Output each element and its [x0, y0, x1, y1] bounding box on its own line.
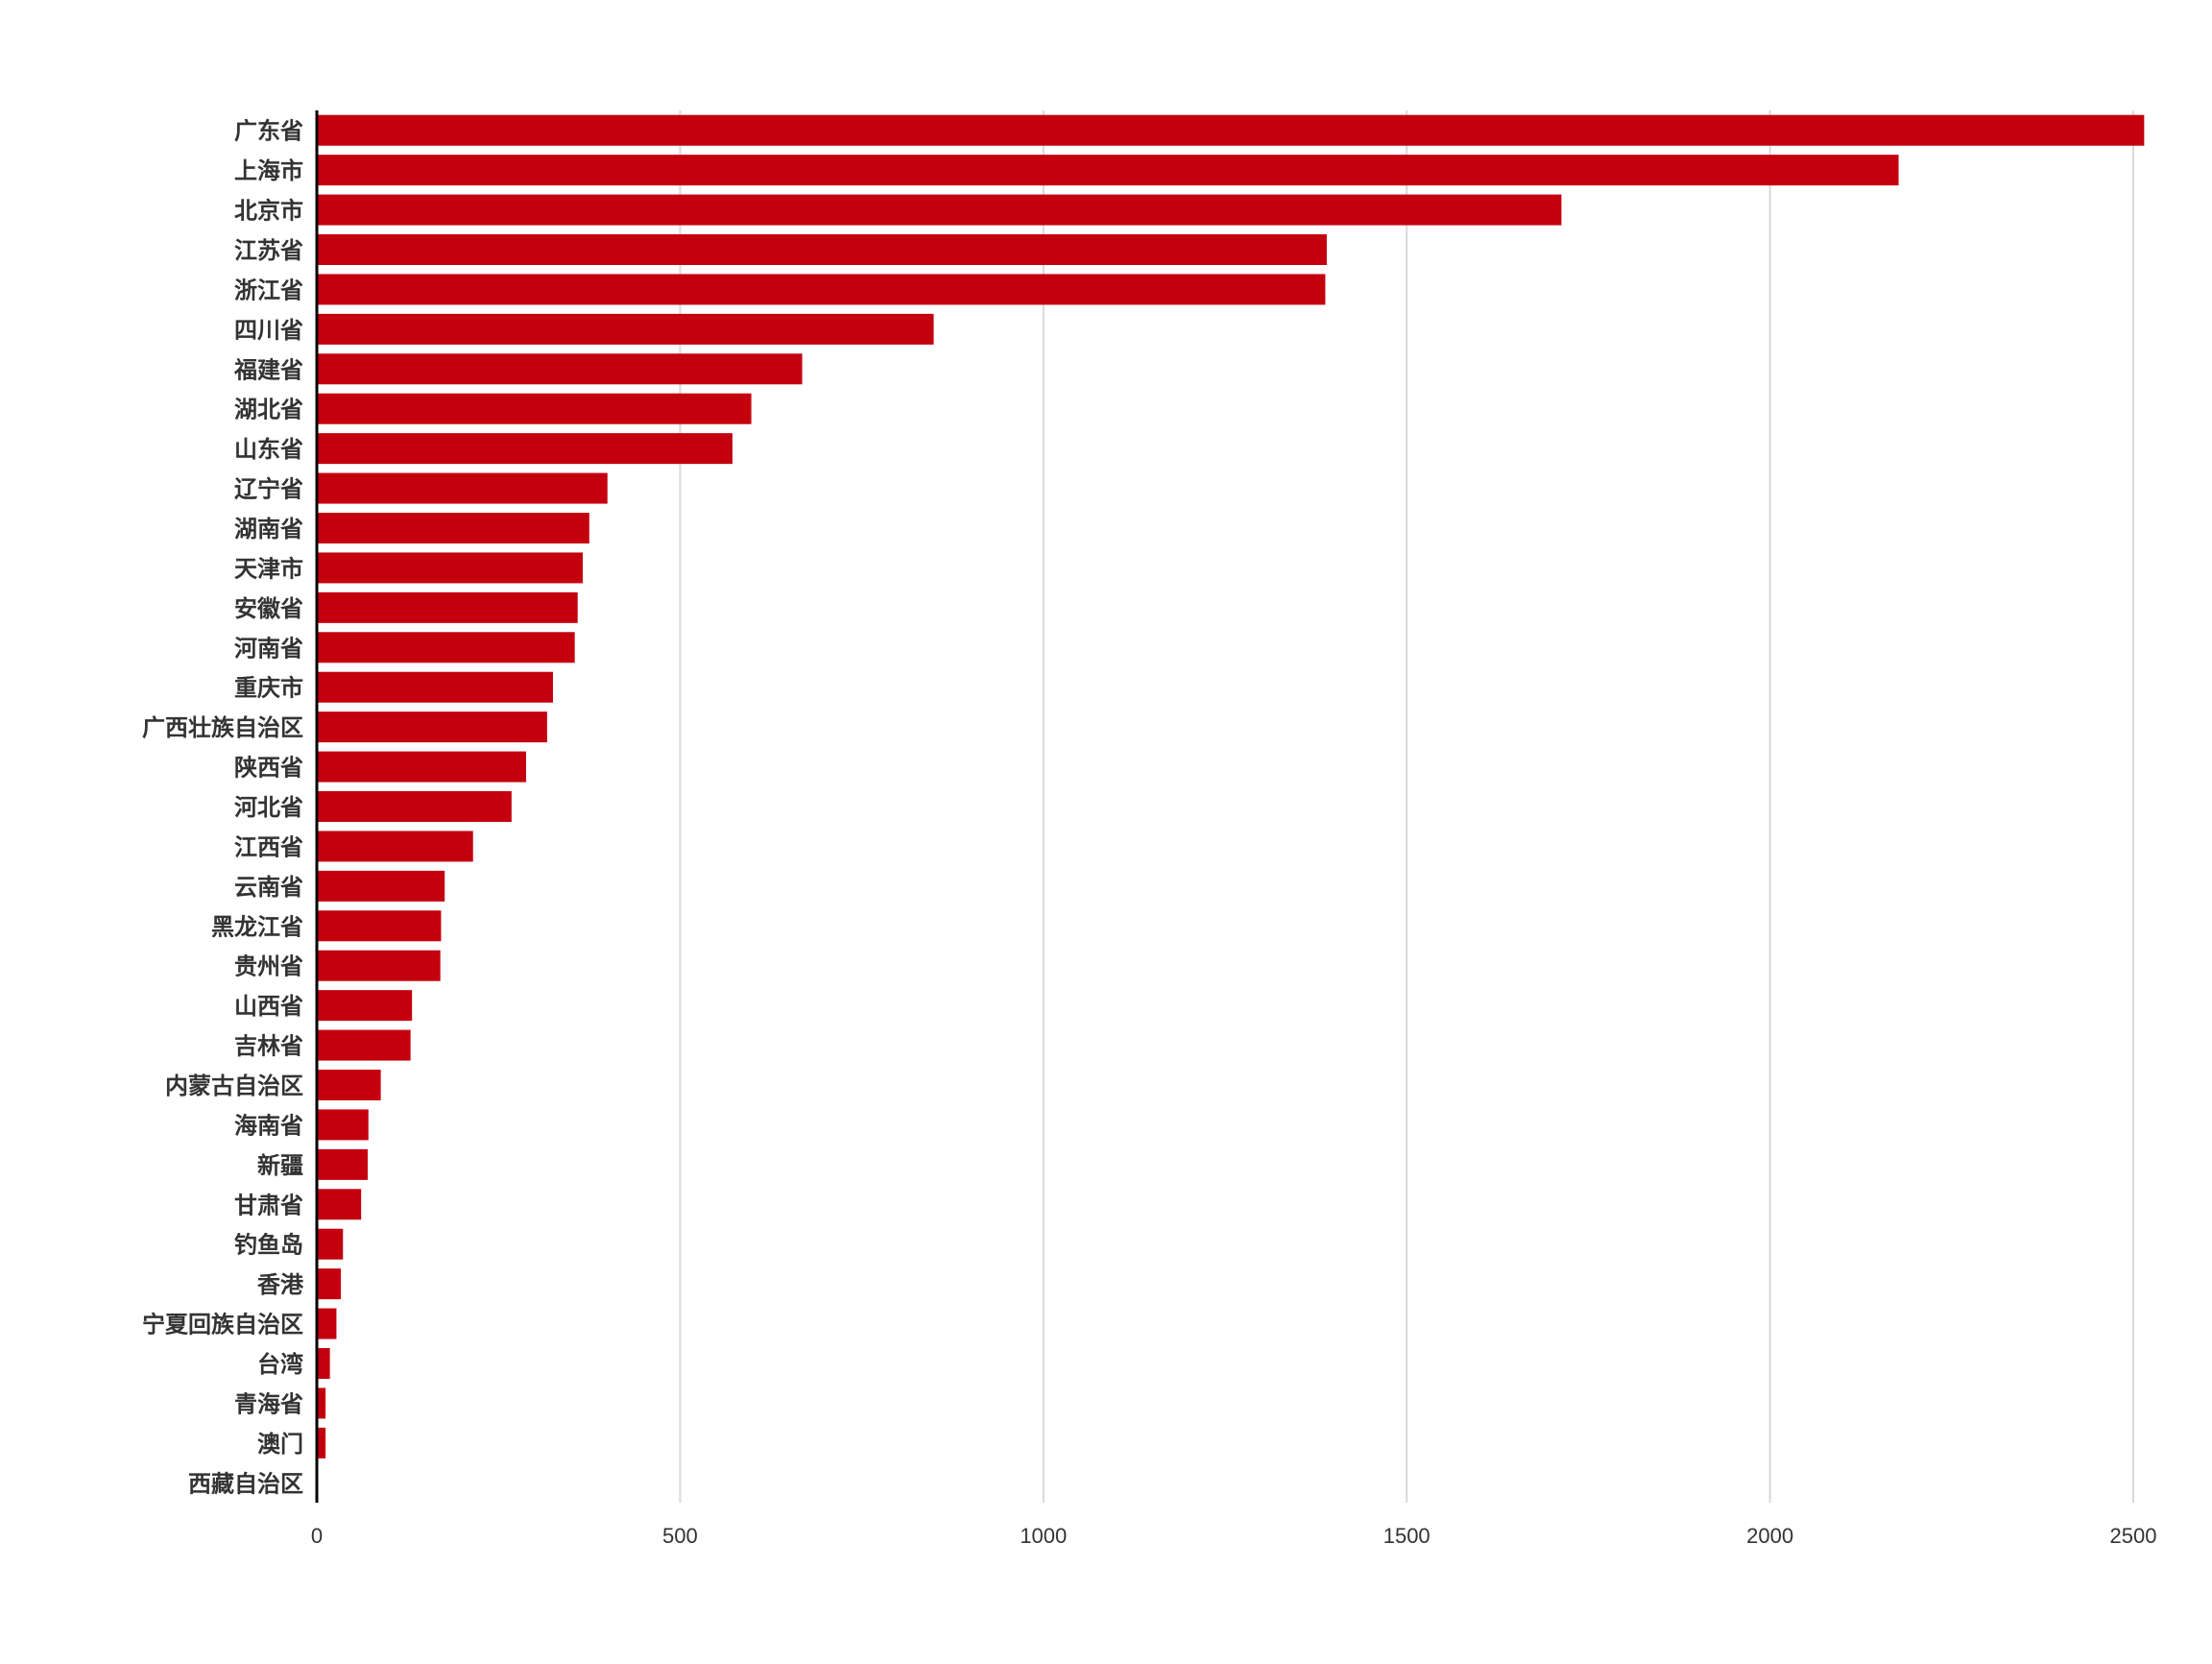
category-label: 重庆市: [234, 675, 303, 702]
category-labels: 广东省上海市北京市江苏省浙江省四川省福建省湖北省山东省辽宁省湖南省天津市安徽省河…: [142, 118, 304, 1498]
category-label: 新疆: [257, 1152, 303, 1179]
bar: [317, 513, 589, 543]
category-label: 福建省: [233, 356, 303, 383]
bar: [317, 552, 583, 584]
bar: [317, 274, 1326, 305]
x-tick-labels: 0 500 1000 1500 2000 2500: [311, 1524, 2157, 1548]
bar: [317, 1348, 330, 1379]
bars: [317, 114, 2145, 1499]
category-label: 黑龙江省: [211, 913, 303, 940]
category-label: 陕西省: [234, 755, 303, 782]
category-label: 云南省: [234, 874, 303, 901]
bar: [317, 711, 547, 743]
category-label: 贵州省: [234, 953, 303, 980]
bar: [317, 353, 803, 385]
category-label: 四川省: [234, 317, 303, 344]
bar: [317, 472, 608, 504]
bar: [317, 990, 413, 1022]
category-label: 钓鱼岛: [234, 1232, 303, 1259]
category-label: 安徽省: [234, 595, 303, 622]
bar: [317, 791, 512, 822]
x-tick-label: 1000: [1020, 1524, 1067, 1548]
bar: [317, 234, 1327, 265]
category-label: 宁夏回族自治区: [142, 1312, 303, 1338]
category-label: 河南省: [234, 635, 303, 662]
bar: [317, 114, 2145, 146]
category-label: 山东省: [234, 436, 303, 463]
category-label: 山西省: [234, 993, 303, 1020]
category-label: 澳门: [257, 1431, 303, 1458]
category-label: 辽宁省: [234, 476, 303, 503]
bar: [317, 1189, 362, 1220]
category-label: 内蒙古自治区: [165, 1073, 303, 1099]
category-label: 河北省: [234, 794, 303, 821]
bar: [317, 1070, 381, 1100]
bar: [317, 155, 1899, 186]
category-label: 台湾: [257, 1351, 303, 1378]
bar: [317, 393, 752, 424]
bar: [317, 1308, 337, 1339]
category-label: 上海市: [234, 157, 303, 184]
category-label: 甘肃省: [234, 1192, 303, 1218]
grid-lines: [679, 110, 2134, 1503]
bar: [317, 870, 445, 902]
category-label: 香港: [257, 1271, 304, 1298]
x-tick-label: 2500: [2110, 1524, 2157, 1548]
bar: [317, 1387, 326, 1419]
bar: [317, 831, 473, 862]
bar: [317, 1029, 411, 1061]
category-label: 广西壮族自治区: [142, 714, 303, 741]
bar: [317, 751, 526, 783]
bar: [317, 194, 1562, 226]
category-label: 天津市: [234, 555, 303, 582]
x-tick-label: 2000: [1746, 1524, 1793, 1548]
category-label: 西藏自治区: [188, 1470, 303, 1497]
bar: [317, 1268, 341, 1300]
category-label: 浙江省: [234, 277, 303, 303]
bar: [317, 910, 442, 942]
bar: [317, 591, 578, 623]
category-label: 湖北省: [234, 397, 303, 423]
x-tick-label: 0: [311, 1524, 323, 1548]
bar: [317, 1109, 369, 1141]
category-label: 吉林省: [234, 1033, 303, 1060]
x-tick-label: 500: [662, 1524, 698, 1548]
bar: [317, 632, 575, 663]
category-label: 海南省: [234, 1112, 303, 1139]
category-label: 湖南省: [234, 516, 303, 543]
bar: [317, 1228, 344, 1260]
category-label: 江西省: [234, 833, 303, 860]
x-tick-label: 1500: [1383, 1524, 1431, 1548]
category-label: 北京市: [234, 198, 303, 225]
category-label: 广东省: [234, 118, 303, 145]
bar: [317, 313, 934, 345]
bar: [317, 433, 733, 465]
bar: [317, 950, 441, 981]
bar: [317, 1148, 368, 1180]
bar: [317, 1427, 326, 1459]
category-label: 青海省: [234, 1390, 303, 1417]
category-label: 江苏省: [234, 237, 303, 264]
bar: [317, 671, 553, 703]
